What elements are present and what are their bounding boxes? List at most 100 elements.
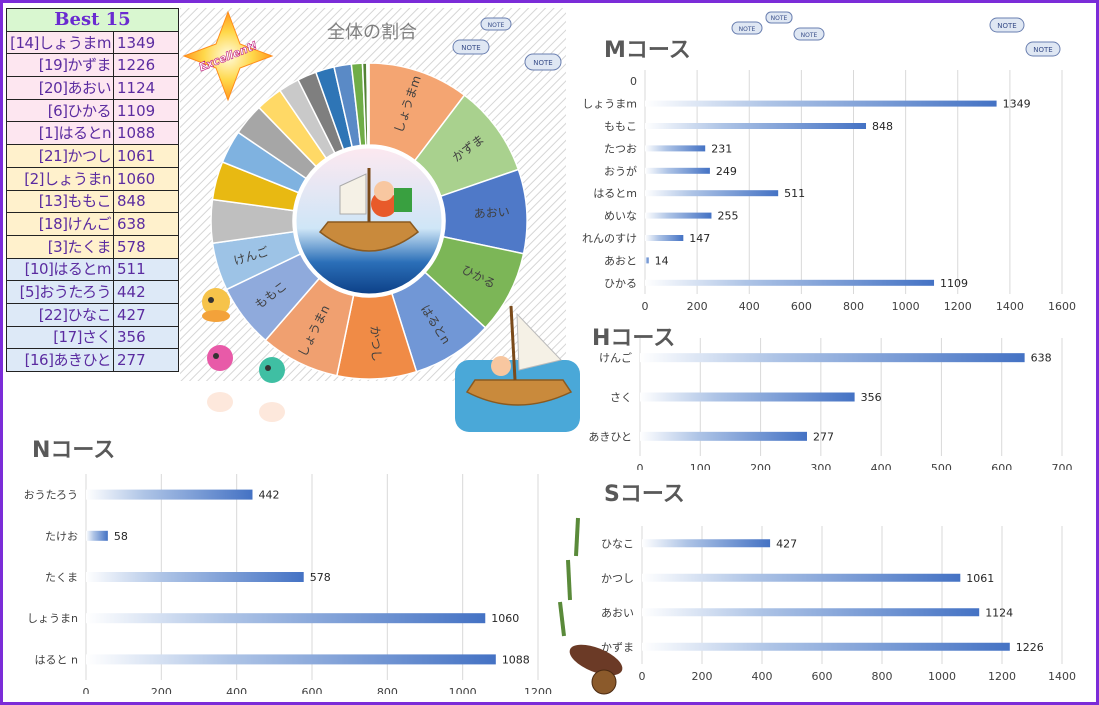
best-table-row: [20]あおい 1124 [6,76,179,100]
data-label: 578 [310,571,331,584]
bar [645,167,710,174]
pie-slice-label: あおい [473,205,510,221]
x-tick-label: 800 [872,670,893,682]
best-table-row: [21]かつし 1061 [6,144,179,168]
category-label: おうたろう [24,489,78,502]
n-course-chart: 0 200 400 600 800 1000 1200 おうたろう 442 たけお 58 たくま 578… [24,474,552,694]
note-capsule: NOTE [480,17,512,31]
note-capsules-decoration: NOTE NOTE NOTE [731,11,825,41]
category-label: たくま [45,571,78,584]
note-capsule: NOTE [452,39,490,55]
x-tick-label: 400 [226,686,247,694]
best-table-score: 442 [113,280,179,304]
x-tick-label: 600 [991,462,1012,470]
bar [645,100,997,107]
category-label: さく [610,391,632,404]
svg-text:NOTE: NOTE [739,26,756,33]
best-table-score: 578 [113,234,179,259]
x-tick-label: 1600 [1048,300,1076,313]
s-course-title: Sコース [604,482,685,507]
bar [645,257,649,264]
x-tick-label: 600 [812,670,833,682]
bar [640,353,1025,363]
m-course-title: Mコース [604,38,691,63]
category-label: けんご [599,351,632,365]
data-label: 427 [776,537,797,550]
bar [645,235,684,241]
x-tick-label: 300 [810,462,831,470]
data-label: 1109 [940,277,968,290]
x-tick-label: 600 [302,686,323,694]
note-capsule: NOTE [793,27,825,41]
best-table-row: [19]かずま 1226 [6,53,179,78]
category-label: かずま [601,641,634,654]
x-tick-label: 1000 [928,670,956,682]
best-table-score: 511 [113,257,179,282]
best-table-score: 638 [113,212,179,236]
data-label: 442 [258,489,279,502]
m-course-chart: 0 200 400 600 800 1000 1200 1400 1600 0 しょうまm 1349 も… [582,70,1076,313]
x-tick-label: 0 [642,300,649,313]
category-label: あおい [601,606,634,619]
best-table-score: 848 [113,189,179,214]
data-label: 277 [813,430,834,443]
category-label: めいな [604,210,637,223]
ship-illustration [293,145,445,297]
x-tick-label: 800 [377,686,398,694]
best-table-name: [2]しょうまn [6,166,114,191]
data-label: 255 [717,210,738,223]
bar [86,654,496,665]
category-label: あきひと [588,430,632,443]
category-label: あおと [604,254,637,267]
best-table-name: [19]かずま [6,53,114,78]
h-course-title: Hコース [592,326,676,351]
best-table-name: [21]かつし [6,144,114,168]
best-table-name: [5]おうたろう [6,280,114,304]
svg-text:NOTE: NOTE [1033,46,1052,54]
best-table-name: [16]あきひと [6,348,114,372]
best-table-score: 277 [113,348,179,372]
data-label: 511 [784,187,805,200]
best-table-name: [6]ひかる [6,98,114,123]
note-capsule: NOTE [731,21,763,35]
bar [642,573,961,582]
data-label: 638 [1031,352,1052,365]
category-label: おうが [604,164,637,178]
best-table-score: 1109 [113,98,179,123]
svg-text:NOTE: NOTE [488,22,505,29]
category-label: ももこ [604,120,637,133]
best-table-row: [16]あきひと 277 [6,348,179,372]
x-tick-label: 200 [687,300,708,313]
bar [640,392,855,402]
best-table-row: [5]おうたろう 442 [6,280,179,304]
svg-text:NOTE: NOTE [997,22,1016,30]
x-tick-label: 1200 [988,670,1016,682]
bar [86,613,486,624]
bar [642,539,771,548]
category-label: たけお [45,530,78,543]
x-tick-label: 600 [791,300,812,313]
pie-slice [367,62,370,146]
s-course-chart: 0 200 400 600 800 1000 1200 1400 ひなこ 427 かつし 1061 あお… [601,526,1076,682]
best-table-name: [1]はるとn [6,121,114,146]
data-label: 14 [655,254,669,267]
best-table-name: [17]さく [6,325,114,350]
bar [642,608,980,617]
best-table-name: [20]あおい [6,76,114,100]
category-label: ひなこ [601,537,634,550]
data-label: 848 [872,120,893,133]
svg-text:NOTE: NOTE [461,44,480,52]
data-label: 1349 [1003,98,1031,111]
x-tick-label: 1400 [1048,670,1076,682]
category-label: 0 [630,75,637,88]
best-table-row: [18]けんご 638 [6,212,179,236]
data-label: 1061 [966,572,994,585]
h-course-chart: 0 100 200 300 400 500 600 700 けんご 638 さく 356 あきひと 277 [588,338,1073,470]
best-table-row: [17]さく 356 [6,325,179,350]
note-capsule: NOTE [524,53,562,71]
x-tick-label: 400 [871,462,892,470]
bar [645,145,706,152]
sailing-ship-decoration [455,305,580,432]
svg-text:NOTE: NOTE [801,32,818,39]
pie-title: 全体の割合 [327,22,417,43]
